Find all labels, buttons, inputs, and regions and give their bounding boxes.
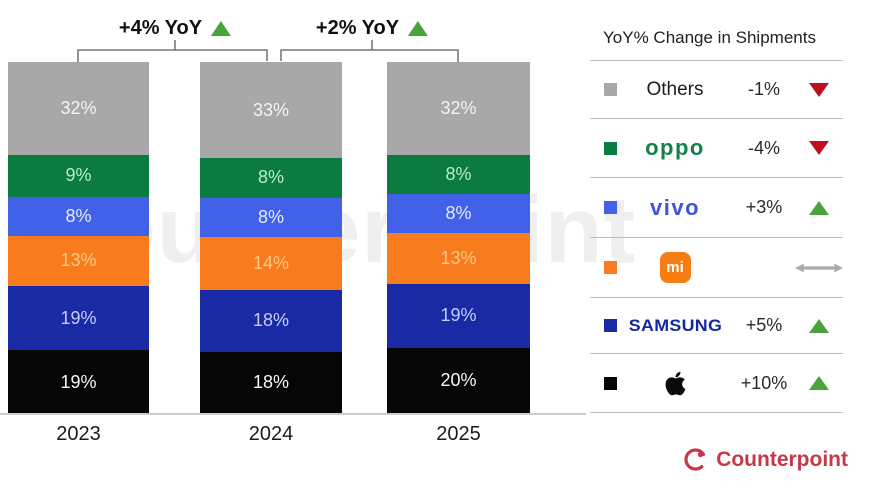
- flat-double-arrow-icon: [795, 263, 843, 272]
- oppo-color-swatch: [604, 141, 617, 155]
- bar-segment-xiaomi-2024: 14%: [200, 236, 342, 290]
- bar-segment-oppo-2023: 9%: [8, 155, 149, 197]
- up-triangle-icon: [809, 200, 829, 215]
- yoy-annotation-2024-2025: +2% YoY: [315, 17, 429, 40]
- legend-divider: [590, 118, 843, 119]
- vivo-color-swatch: [604, 201, 617, 214]
- others-change-value: -1%: [747, 79, 780, 99]
- others-label: Others: [646, 78, 704, 100]
- bar-segment-samsung-2023: 19%: [8, 286, 149, 351]
- apple-logo-icon: [665, 371, 685, 395]
- xiaomi-color-swatch: [604, 261, 617, 274]
- counterpoint-logo-icon: [684, 448, 707, 471]
- x-tick-2024: 2024: [248, 423, 294, 445]
- bar-segment-others-2024: 33%: [200, 62, 342, 159]
- down-triangle-icon: [809, 141, 829, 155]
- bar-segment-apple-2024: 18%: [200, 351, 342, 414]
- vivo-logo: vivo: [649, 194, 701, 220]
- apple-color-swatch: [604, 376, 617, 390]
- bar-segment-samsung-2025: 19%: [387, 283, 530, 348]
- legend-row-xiaomi: mi: [590, 239, 843, 296]
- samsung-color-swatch: [604, 319, 617, 332]
- counterpoint-brand: Counterpoint: [683, 447, 848, 472]
- up-triangle-icon: [211, 21, 232, 36]
- counterpoint-wordmark: Counterpoint: [716, 447, 848, 471]
- legend-row-apple: +10%: [590, 355, 843, 411]
- apple-change-value: +10%: [740, 372, 788, 393]
- bar-segment-xiaomi-2025: 13%: [387, 233, 530, 284]
- samsung-logo: SAMSUNG: [628, 315, 722, 335]
- yoy-annotation-label: +2% YoY: [315, 17, 400, 39]
- down-triangle-icon: [809, 82, 829, 97]
- others-color-swatch: [604, 83, 617, 96]
- legend-panel: YoY% Change in Shipments Others -1% oppo…: [590, 0, 846, 420]
- up-triangle-icon: [408, 21, 429, 36]
- stacked-bar-2024: 33% 8% 8% 14% 18% 18%: [200, 62, 342, 414]
- samsung-change-value: +5%: [745, 315, 783, 335]
- x-axis-line: [0, 413, 586, 415]
- bar-segment-vivo-2024: 8%: [200, 197, 342, 237]
- up-triangle-icon: [809, 318, 829, 333]
- stacked-bar-2023: 32% 9% 8% 13% 19% 19%: [8, 62, 149, 414]
- yoy-annotation-2023-2024: +4% YoY: [118, 17, 232, 40]
- x-tick-2025: 2025: [436, 423, 481, 445]
- bar-segment-oppo-2025: 8%: [387, 155, 530, 195]
- bar-segment-others-2023: 32%: [8, 62, 149, 156]
- yoy-annotation-label: +4% YoY: [118, 17, 203, 39]
- oppo-change-value: -4%: [747, 137, 780, 158]
- legend-divider: [590, 353, 843, 354]
- bar-segment-vivo-2025: 8%: [387, 194, 530, 234]
- bar-segment-samsung-2024: 18%: [200, 289, 342, 352]
- x-tick-2023: 2023: [56, 423, 101, 445]
- legend-row-others: Others -1%: [590, 62, 843, 117]
- bar-segment-xiaomi-2023: 13%: [8, 235, 149, 287]
- legend-divider: [590, 177, 843, 178]
- legend-divider: [590, 237, 843, 238]
- bar-segment-oppo-2024: 8%: [200, 158, 342, 198]
- legend-row-samsung: SAMSUNG +5%: [590, 299, 843, 352]
- legend-row-vivo: vivo +3%: [590, 179, 843, 236]
- oppo-logo: oppo: [645, 135, 705, 160]
- bar-segment-vivo-2023: 8%: [8, 196, 149, 236]
- vivo-change-value: +3%: [745, 197, 783, 217]
- legend-row-oppo: oppo -4%: [590, 120, 843, 176]
- legend-divider: [590, 297, 843, 298]
- bar-segment-apple-2023: 19%: [8, 350, 149, 414]
- bar-segment-others-2025: 32%: [387, 62, 530, 156]
- xiaomi-mi-logo: mi: [659, 252, 691, 283]
- up-triangle-icon: [809, 376, 829, 390]
- legend-divider: [590, 412, 843, 413]
- legend-divider: [590, 60, 843, 61]
- legend-title: YoY% Change in Shipments: [603, 28, 816, 47]
- stacked-bar-2025: 32% 8% 8% 13% 19% 20%: [387, 62, 530, 414]
- bar-segment-apple-2025: 20%: [387, 347, 530, 414]
